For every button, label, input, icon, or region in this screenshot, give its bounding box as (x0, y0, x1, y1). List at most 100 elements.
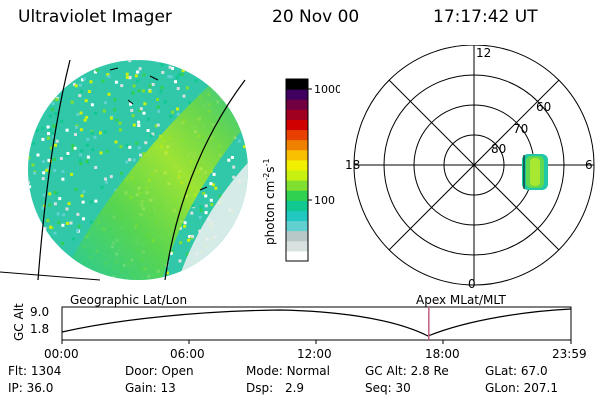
speckle-pixel (217, 287, 220, 290)
speckle-pixel (46, 125, 50, 129)
speckle-pixel (24, 242, 27, 245)
speckle-pixel (243, 62, 247, 66)
color-bar-segment (286, 139, 308, 151)
speckle-pixel (204, 204, 208, 208)
speckle-pixel (142, 111, 146, 115)
speckle-pixel (101, 79, 105, 83)
speckle-pixel (82, 217, 85, 221)
speckle-pixel (251, 198, 254, 201)
speckle-pixel (49, 225, 52, 229)
speckle-pixel (119, 145, 123, 149)
speckle-pixel (44, 271, 48, 275)
coastline-south (0, 271, 101, 281)
speckle-pixel (118, 121, 122, 125)
speckle-pixel (113, 108, 117, 112)
speckle-pixel (43, 226, 47, 230)
color-bar-segment (286, 109, 308, 120)
speckle-pixel (73, 269, 77, 273)
speckle-pixel (33, 115, 37, 119)
speckle-pixel (36, 128, 39, 132)
color-bar-segment (286, 149, 308, 161)
image-date: 20 Nov 00 (272, 7, 360, 27)
speckle-pixel (36, 112, 40, 115)
speckle-pixel (132, 123, 136, 127)
speckle-pixel (203, 61, 207, 64)
timeline-y-min: 1.8 (30, 322, 50, 336)
speckle-pixel (246, 148, 248, 152)
speckle-pixel (154, 124, 158, 128)
gain-value: 13 (160, 381, 176, 395)
speckle-pixel (179, 241, 183, 245)
speckle-pixel (202, 192, 206, 195)
info-gain: Gain: 13 (125, 381, 176, 395)
speckle-pixel (67, 202, 71, 206)
speckle-pixel (187, 60, 191, 63)
speckle-pixel (247, 110, 248, 114)
speckle-pixel (151, 83, 155, 86)
speckle-pixel (201, 70, 205, 74)
speckle-pixel (70, 100, 74, 104)
speckle-pixel (219, 283, 222, 286)
speckle-pixel (64, 256, 68, 260)
speckle-pixel (58, 197, 62, 201)
speckle-pixel (199, 205, 203, 209)
speckle-pixel (85, 55, 88, 58)
speckle-pixel (156, 60, 159, 63)
speckle-pixel (46, 219, 50, 222)
speckle-pixel (175, 76, 179, 80)
speckle-pixel (72, 82, 76, 86)
speckle-pixel (28, 205, 32, 209)
speckle-pixel (244, 254, 248, 258)
speckle-pixel (190, 69, 194, 73)
speckle-pixel (243, 204, 247, 208)
speckle-pixel (24, 237, 27, 240)
speckle-pixel (28, 140, 30, 144)
speckle-pixel (107, 92, 111, 96)
speckle-pixel (257, 230, 260, 233)
speckle-pixel (83, 118, 87, 122)
speckle-pixel (49, 259, 53, 263)
speckle-pixel (39, 71, 43, 75)
time-label-0000: 00:00 (44, 347, 79, 361)
speckle-pixel (22, 196, 25, 199)
speckle-pixel (47, 132, 50, 136)
speckle-pixel (132, 84, 136, 88)
coastline-west (37, 59, 71, 281)
speckle-pixel (85, 159, 89, 163)
speckle-pixel (54, 112, 58, 116)
speckle-pixel (49, 146, 53, 150)
speckle-pixel (99, 61, 103, 65)
speckle-pixel (204, 211, 208, 215)
speckle-pixel (209, 270, 212, 273)
altitude-timeline (61, 306, 572, 344)
speckle-pixel (256, 117, 259, 120)
speckle-pixel (209, 288, 212, 290)
speckle-pixel (75, 228, 79, 232)
speckle-pixel (28, 105, 30, 108)
speckle-pixel (259, 254, 260, 257)
speckle-pixel (89, 80, 93, 84)
speckle-pixel (157, 109, 161, 113)
time-label-0600: 06:00 (170, 347, 205, 361)
speckle-pixel (176, 112, 180, 116)
speckle-pixel (186, 61, 190, 65)
speckle-pixel (206, 284, 209, 287)
speckle-pixel (210, 203, 214, 207)
mode-value: Normal (286, 364, 330, 378)
speckle-pixel (24, 240, 27, 243)
speckle-pixel (256, 174, 259, 177)
speckle-pixel (106, 73, 110, 77)
speckle-pixel (227, 158, 231, 162)
speckle-pixel (241, 280, 244, 283)
speckle-pixel (199, 208, 203, 212)
speckle-pixel (98, 131, 102, 135)
color-bar-segment (286, 99, 308, 110)
speckle-pixel (22, 153, 25, 156)
speckle-pixel (99, 151, 103, 155)
speckle-pixel (253, 136, 256, 139)
speckle-pixel (256, 164, 259, 167)
speckle-pixel (28, 135, 30, 139)
speckle-pixel (25, 283, 28, 286)
speckle-pixel (250, 176, 253, 179)
